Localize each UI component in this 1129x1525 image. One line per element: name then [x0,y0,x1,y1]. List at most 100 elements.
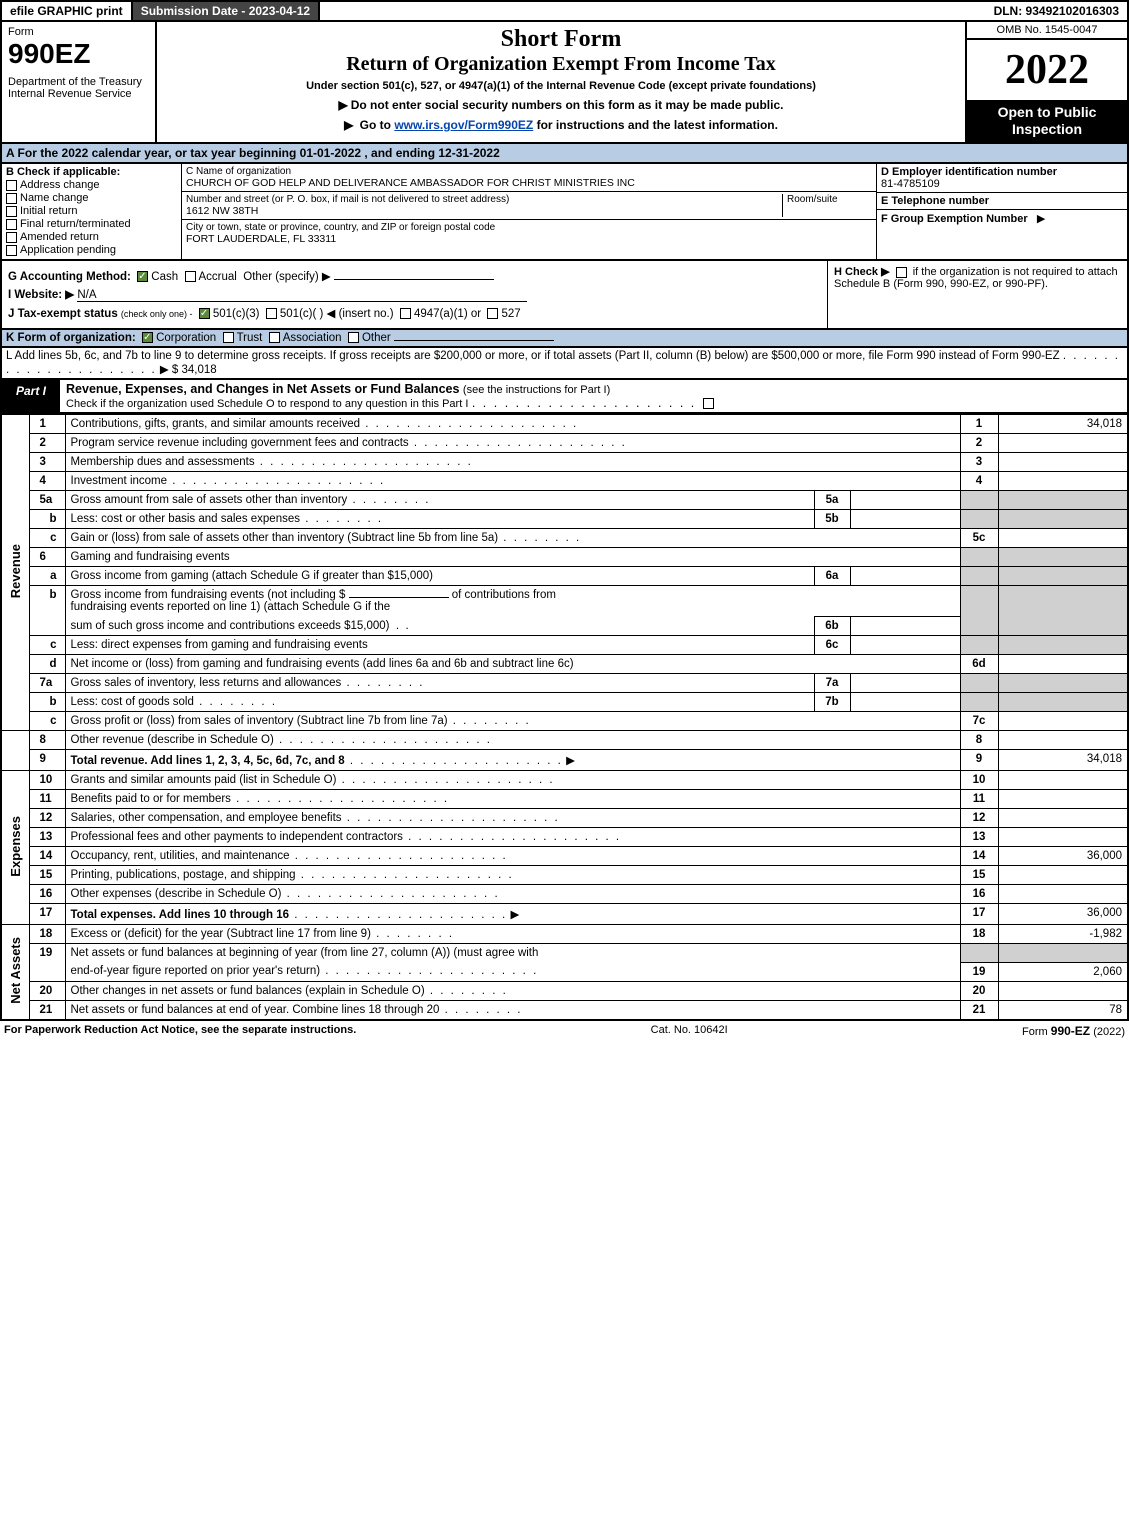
org-city: FORT LAUDERDALE, FL 33311 [186,233,872,245]
line-6b-1: Gross income from fundraising events (no… [71,589,346,601]
line-20: Other changes in net assets or fund bala… [71,985,425,997]
omb-number: OMB No. 1545-0047 [967,22,1127,40]
submission-date: Submission Date - 2023-04-12 [133,2,320,20]
cb-schedule-o[interactable] [703,398,714,409]
cb-amended-return[interactable]: Amended return [6,231,177,243]
form-number: 990EZ [8,38,149,70]
efile-print-label[interactable]: efile GRAPHIC print [2,2,133,20]
c-name-label: C Name of organization [186,166,872,177]
cb-association[interactable] [269,332,280,343]
k-label: K Form of organization: [6,332,136,344]
line-7b: Less: cost of goods sold [71,696,194,708]
part1-table: Revenue 1 Contributions, gifts, grants, … [0,414,1129,1021]
cb-501c[interactable] [266,308,277,319]
f-group-label: F Group Exemption Number [881,213,1028,225]
line-19-2: end-of-year figure reported on prior yea… [71,965,321,977]
org-name: CHURCH OF GOD HELP AND DELIVERANCE AMBAS… [186,177,872,189]
cb-other-org[interactable] [348,332,359,343]
rval: 34,018 [998,415,1128,434]
section-a: A For the 2022 calendar year, or tax yea… [0,144,1129,164]
revenue-label: Revenue [8,544,23,598]
section-l: L Add lines 5b, 6c, and 7b to line 9 to … [0,348,1129,380]
part1-title-sub: (see the instructions for Part I) [463,384,610,396]
line-6b-3: sum of such gross income and contributio… [71,620,390,632]
line-5a: Gross amount from sale of assets other t… [71,494,348,506]
line-2: Program service revenue including govern… [71,437,409,449]
other-specify-input[interactable] [334,279,494,280]
part1-header: Part I Revenue, Expenses, and Changes in… [0,380,1129,414]
l-value: $ 34,018 [172,364,217,376]
section-b-header: B Check if applicable: [6,166,177,178]
ssn-notice: Do not enter social security numbers on … [351,98,784,112]
return-title: Return of Organization Exempt From Incom… [165,53,957,76]
page-footer: For Paperwork Reduction Act Notice, see … [0,1021,1129,1041]
arrow-icon [338,98,350,112]
org-address: 1612 NW 38TH [186,205,782,217]
line-6c: Less: direct expenses from gaming and fu… [71,639,368,651]
dept-treasury: Department of the Treasury Internal Reve… [8,76,149,100]
cb-cash[interactable] [137,271,148,282]
g-label: G Accounting Method: [8,271,131,283]
form-header: Form 990EZ Department of the Treasury In… [0,22,1129,144]
e-phone-label: E Telephone number [881,195,989,207]
identity-block: B Check if applicable: Address change Na… [0,164,1129,261]
open-to-public: Open to Public Inspection [967,100,1127,142]
cb-schedule-b[interactable] [896,267,907,278]
cb-address-change[interactable]: Address change [6,179,177,191]
line-4: Investment income [71,475,168,487]
line-12: Salaries, other compensation, and employ… [71,812,342,824]
line-6b-2: fundraising events reported on line 1) (… [71,601,391,613]
cb-application-pending[interactable]: Application pending [6,244,177,256]
line-13: Professional fees and other payments to … [71,831,403,843]
irs-link[interactable]: www.irs.gov/Form990EZ [394,118,533,132]
part1-title: Revenue, Expenses, and Changes in Net As… [66,382,459,396]
line-num: 1 [29,415,65,434]
expenses-label: Expenses [8,816,23,877]
c-addr-label: Number and street (or P. O. box, if mail… [186,194,782,205]
d-ein-label: D Employer identification number [881,166,1057,178]
6b-amount-input[interactable] [349,597,449,598]
rnum: 1 [960,415,998,434]
part1-tab: Part I [2,380,60,412]
cb-final-return[interactable]: Final return/terminated [6,218,177,230]
ghij-block: G Accounting Method: Cash Accrual Other … [0,261,1129,330]
line-9: Total revenue. Add lines 1, 2, 3, 4, 5c,… [71,755,345,767]
line-17: Total expenses. Add lines 10 through 16 [71,909,290,921]
cb-name-change[interactable]: Name change [6,192,177,204]
line-19-1: Net assets or fund balances at beginning… [71,947,539,959]
goto-pre: Go to [360,118,395,132]
website-value: N/A [77,289,527,302]
line-6a: Gross income from gaming (attach Schedul… [71,570,433,582]
room-suite-label: Room/suite [787,194,872,205]
line-1: Contributions, gifts, grants, and simila… [71,418,361,430]
cb-accrual[interactable] [185,271,196,282]
other-org-input[interactable] [394,340,554,341]
line-8: Other revenue (describe in Schedule O) [71,734,274,746]
line-11: Benefits paid to or for members [71,793,231,805]
c-city-label: City or town, state or province, country… [186,222,872,233]
cb-527[interactable] [487,308,498,319]
line-21: Net assets or fund balances at end of ye… [71,1004,440,1016]
line-6d: Net income or (loss) from gaming and fun… [71,658,574,670]
arrow-icon [344,118,356,132]
goto-post: for instructions and the latest informat… [533,118,778,132]
cb-initial-return[interactable]: Initial return [6,205,177,217]
line-6: Gaming and fundraising events [71,551,230,563]
tax-year: 2022 [967,40,1127,100]
i-website-label: I Website: ▶ [8,289,74,301]
form-word: Form [8,26,149,38]
cb-corporation[interactable] [142,332,153,343]
cb-501c3[interactable] [199,308,210,319]
line-10: Grants and similar amounts paid (list in… [71,774,337,786]
line-5b: Less: cost or other basis and sales expe… [71,513,301,525]
line-14: Occupancy, rent, utilities, and maintena… [71,850,290,862]
footer-left: For Paperwork Reduction Act Notice, see … [4,1024,356,1036]
g-other: Other (specify) ▶ [243,271,330,283]
cb-trust[interactable] [223,332,234,343]
line-5c: Gain or (loss) from sale of assets other… [71,532,499,544]
footer-form: 990-EZ [1051,1024,1090,1038]
line-7c: Gross profit or (loss) from sales of inv… [71,715,448,727]
cb-4947[interactable] [400,308,411,319]
line-3: Membership dues and assessments [71,456,255,468]
j-sub: (check only one) - [121,309,193,319]
